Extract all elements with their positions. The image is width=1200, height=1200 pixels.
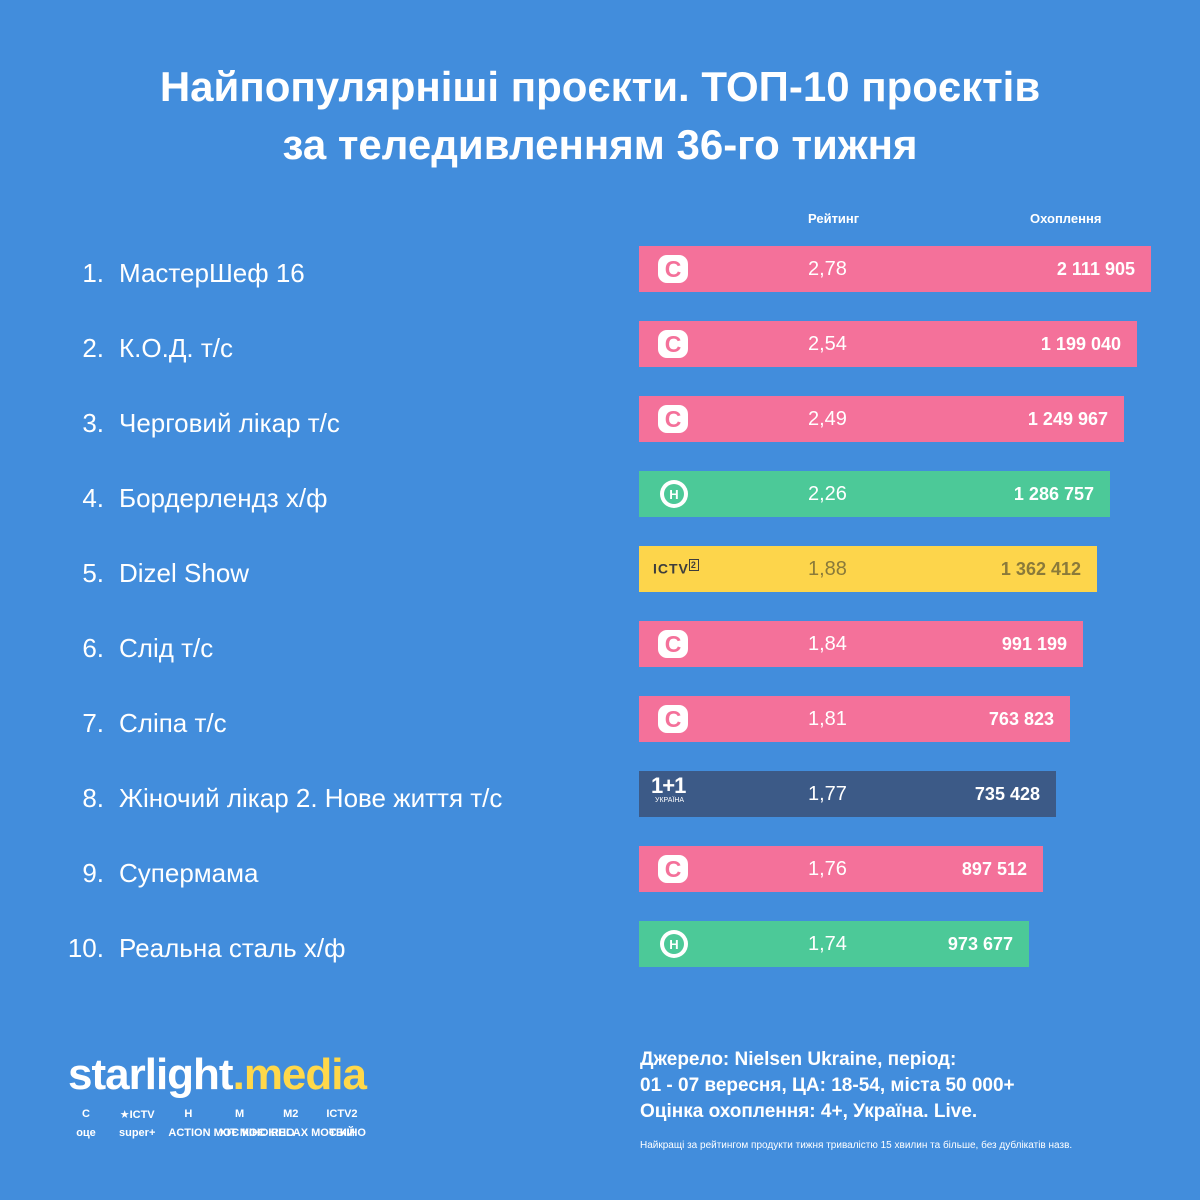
title-line-2: за теледивленням 36-го тижня [282, 121, 918, 168]
bar: H [639, 921, 1029, 967]
rating-label: 1,74 [808, 933, 847, 955]
channel-c-icon: C [658, 705, 688, 733]
channel-logo-icon: ICTV2 [326, 1108, 358, 1120]
reach-label: 991 199 [1001, 634, 1067, 654]
channel-logo-icon: super+ [118, 1127, 156, 1139]
source-note: Джерело: Nielsen Ukraine, період: 01 - 0… [640, 1047, 1015, 1125]
channel-logo-icon: ХІТ МОЄ КІНО [219, 1127, 295, 1139]
brand-text-b: media [243, 1050, 367, 1099]
rank-number: 9. [82, 858, 104, 888]
channel-icons-grid: C ★ICTV H M M2 ICTV2 оце super+ ACTION МОЄ КІНО… [66, 1108, 366, 1145]
bar: C [639, 621, 1083, 667]
bar: H [639, 471, 1110, 517]
reach-label: 2 111 905 [1056, 259, 1135, 279]
rank-number: 3. [82, 408, 104, 438]
ranking-chart: 1. МастерШеф 16 C 2,78 2 111 905 2. К.О.Д. т/с… [67, 246, 1151, 967]
bar: ICTV 2 [639, 546, 1097, 592]
title-line-1: Найпопулярніші проєкти. ТОП-10 проєктів [159, 63, 1041, 110]
channel-c-icon: C [658, 630, 688, 658]
rating-label: 1,84 [808, 633, 847, 655]
source-line-1: Джерело: Nielsen Ukraine, період: [640, 1049, 957, 1070]
channel-icons-row-1: C ★ICTV H M M2 ICTV2 [66, 1108, 362, 1121]
rating-label: 1,81 [808, 708, 847, 730]
bar: C [639, 321, 1137, 367]
footnote: Найкращі за рейтингом продукти тижня три… [640, 1140, 1073, 1151]
bar: 1+1 УКРАЇНА [639, 771, 1056, 817]
page-title: Найпопулярніші проєкти. ТОП-10 проєктів … [0, 58, 1200, 174]
project-name: Слід т/с [119, 633, 214, 663]
rating-label: 1,76 [808, 858, 847, 880]
bar: C [639, 696, 1070, 742]
reach-label: 1 286 757 [1013, 484, 1094, 504]
rank-number: 6. [82, 633, 104, 663]
channel-logo-icon: оце [76, 1127, 96, 1139]
channel-n-icon: H [660, 480, 688, 508]
rating-label: 2,54 [808, 333, 847, 355]
starlight-media-logo: starlight.media [68, 1050, 367, 1100]
project-name: Черговий лікар т/с [119, 408, 340, 438]
project-name: Dizel Show [119, 558, 250, 588]
reach-label: 973 677 [947, 934, 1013, 954]
project-name: Жіночий лікар 2. Нове життя т/с [119, 783, 503, 813]
rank-number: 5. [82, 558, 104, 588]
project-name: Сліпа т/с [119, 708, 227, 738]
rating-label: 2,26 [808, 483, 847, 505]
reach-label: 1 199 040 [1040, 334, 1121, 354]
project-name: МастерШеф 16 [119, 258, 305, 288]
project-name: К.О.Д. т/с [119, 333, 234, 363]
channel-logo-icon: ТБІЙ [329, 1127, 355, 1139]
rank-number: 4. [82, 483, 104, 513]
project-name: Реальна сталь х/ф [119, 933, 346, 963]
brand-text-a: starlight [68, 1050, 234, 1099]
rank-number: 1. [82, 258, 104, 288]
reach-label: 763 823 [988, 709, 1054, 729]
brand-dot: . [232, 1050, 245, 1099]
rank-number: 7. [82, 708, 104, 738]
rating-label: 2,78 [808, 258, 847, 280]
reach-label: 897 512 [961, 859, 1027, 879]
column-header-rating: Рейтинг [808, 211, 860, 226]
channel-c-icon: C [658, 330, 688, 358]
channel-c-icon: C [658, 855, 688, 883]
rank-number: 10. [67, 933, 104, 963]
channel-ictv2-icon: ICTV 2 [653, 559, 699, 577]
bar: C [639, 396, 1124, 442]
bar: C [639, 246, 1151, 292]
bar: C [639, 846, 1043, 892]
channel-logo-icon: ACTION МОЄ КІНО [168, 1127, 269, 1139]
channel-logo-icon: ★ICTV [119, 1109, 155, 1121]
channel-logo-icon: C [82, 1108, 90, 1120]
reach-label: 1 249 967 [1027, 409, 1108, 429]
source-line-2: 01 - 07 вересня, ЦА: 18-54, міста 50 000… [640, 1075, 1015, 1096]
rank-number: 8. [82, 783, 104, 813]
channel-logo-icon: H [184, 1108, 193, 1120]
reach-label: 735 428 [974, 784, 1040, 804]
channel-logo-icon: M2 [283, 1108, 299, 1120]
rating-label: 2,49 [808, 408, 847, 430]
channel-logo-icon: M [234, 1108, 245, 1120]
rating-label: 1,88 [808, 558, 847, 580]
reach-label: 1 362 412 [1000, 559, 1081, 579]
channel-1plus1-icon: 1+1 УКРАЇНА [651, 773, 686, 805]
channel-c-icon: C [658, 405, 688, 433]
project-name: Бордерлендз х/ф [119, 483, 328, 513]
source-line-3: Оцінка охоплення: 4+, Україна. Live. [640, 1101, 978, 1122]
channel-logo-icon: RELAX МОЄ КІНО [270, 1127, 366, 1139]
channel-icons-row-2: оце super+ ACTION МОЄ КІНО ХІТ МОЄ КІНО RELA… [66, 1127, 366, 1139]
project-name: Супермама [119, 858, 259, 888]
rank-number: 2. [82, 333, 104, 363]
rating-label: 1,77 [808, 783, 847, 805]
column-header-reach: Охоплення [1030, 211, 1102, 226]
channel-c-icon: C [658, 255, 688, 283]
channel-n-icon: H [660, 930, 688, 958]
